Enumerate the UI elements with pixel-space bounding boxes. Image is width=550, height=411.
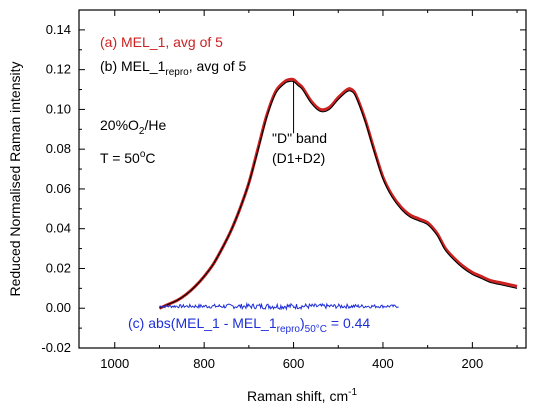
series-b-line [159, 80, 518, 309]
x-tick-label: 800 [193, 356, 215, 371]
axis-ticks [79, 10, 526, 349]
legend-series-c: (c) abs(MEL_1 - MEL_1repro)50°C = 0.44 [128, 315, 370, 335]
x-tick-label: 600 [283, 356, 305, 371]
condition-temp-label: T = 50oC [100, 149, 156, 166]
y-axis-title: Reduced Normalised Raman intensity [7, 62, 23, 297]
y-tick-label: 0.04 [46, 221, 71, 236]
y-tick-label: 0.00 [46, 300, 71, 315]
y-tick-label: 0.08 [46, 141, 71, 156]
x-tick-label: 400 [372, 356, 394, 371]
y-tick-label: 0.12 [46, 62, 71, 77]
legend-series-b: (b) MEL_1repro, avg of 5 [100, 58, 247, 78]
series-a-line [158, 77, 518, 310]
x-axis-title: Raman shift, cm-1 [247, 387, 357, 404]
y-tick-label: 0.10 [46, 101, 71, 116]
y-tick-label: 0.14 [46, 22, 71, 37]
condition-gas-label: 20%O2/He [100, 117, 166, 137]
series-c-line [159, 301, 399, 311]
x-tick-label: 200 [462, 356, 484, 371]
y-tick-label: -0.02 [41, 340, 71, 355]
plot-frame [78, 9, 527, 349]
y-tick-label: 0.02 [46, 260, 71, 275]
y-tick-labels: -0.02 0.00 0.02 0.04 0.06 0.08 0.10 0.12 0.14 [41, 22, 71, 355]
band-label-line1: "D" band [272, 130, 327, 146]
y-tick-label: 0.06 [46, 181, 71, 196]
legend-series-a: (a) MEL_1, avg of 5 [100, 34, 223, 50]
x-tick-labels: 1000 800 600 400 200 [100, 356, 483, 371]
x-tick-label: 1000 [100, 356, 129, 371]
band-label-line2: (D1+D2) [272, 150, 325, 166]
